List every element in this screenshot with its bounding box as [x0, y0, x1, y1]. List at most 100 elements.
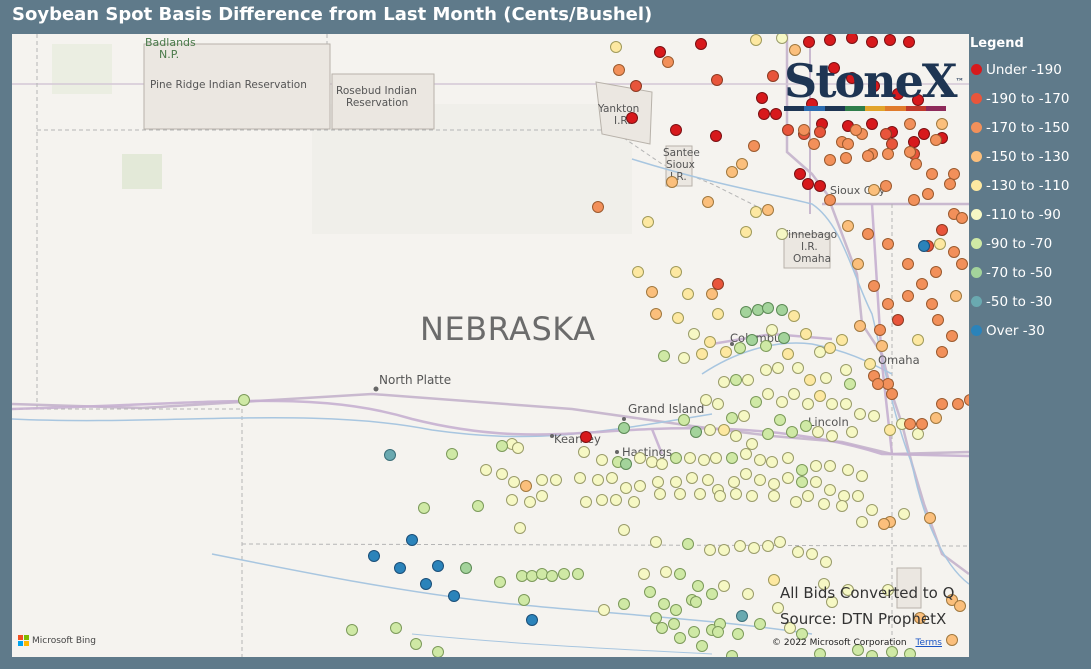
basis-point-marker[interactable] — [786, 426, 798, 438]
basis-point-marker[interactable] — [711, 74, 723, 86]
basis-point-marker[interactable] — [846, 72, 858, 84]
basis-point-marker[interactable] — [652, 476, 664, 488]
basis-point-marker[interactable] — [766, 456, 778, 468]
basis-point-marker[interactable] — [516, 570, 528, 582]
basis-point-marker[interactable] — [694, 488, 706, 500]
basis-point-marker[interactable] — [868, 184, 880, 196]
basis-point-marker[interactable] — [712, 308, 724, 320]
basis-point-marker[interactable] — [654, 488, 666, 500]
basis-point-marker[interactable] — [768, 574, 780, 586]
basis-point-marker[interactable] — [610, 494, 622, 506]
basis-point-marker[interactable] — [936, 398, 948, 410]
basis-point-marker[interactable] — [592, 474, 604, 486]
basis-point-marker[interactable] — [718, 376, 730, 388]
basis-point-marker[interactable] — [936, 346, 948, 358]
basis-point-marker[interactable] — [688, 626, 700, 638]
basis-point-marker[interactable] — [670, 266, 682, 278]
basis-point-marker[interactable] — [656, 622, 668, 634]
basis-point-marker[interactable] — [824, 484, 836, 496]
basis-point-marker[interactable] — [518, 594, 530, 606]
basis-point-marker[interactable] — [742, 588, 754, 600]
basis-point-marker[interactable] — [718, 580, 730, 592]
basis-point-marker[interactable] — [630, 80, 642, 92]
basis-point-marker[interactable] — [884, 34, 896, 46]
basis-point-marker[interactable] — [506, 494, 518, 506]
basis-point-marker[interactable] — [740, 226, 752, 238]
basis-point-marker[interactable] — [674, 488, 686, 500]
basis-point-marker[interactable] — [952, 398, 964, 410]
basis-point-marker[interactable] — [914, 612, 926, 624]
basis-point-marker[interactable] — [842, 220, 854, 232]
basis-point-marker[interactable] — [840, 364, 852, 376]
basis-point-marker[interactable] — [678, 352, 690, 364]
basis-point-marker[interactable] — [710, 130, 722, 142]
basis-point-marker[interactable] — [690, 596, 702, 608]
basis-point-marker[interactable] — [808, 138, 820, 150]
basis-point-marker[interactable] — [776, 304, 788, 316]
basis-point-marker[interactable] — [944, 178, 956, 190]
basis-point-marker[interactable] — [654, 46, 666, 58]
basis-point-marker[interactable] — [934, 238, 946, 250]
basis-point-marker[interactable] — [824, 154, 836, 166]
basis-point-marker[interactable] — [904, 118, 916, 130]
basis-point-marker[interactable] — [842, 584, 854, 596]
basis-point-marker[interactable] — [918, 240, 930, 252]
basis-point-marker[interactable] — [806, 548, 818, 560]
basis-point-marker[interactable] — [394, 562, 406, 574]
basis-point-marker[interactable] — [903, 36, 915, 48]
basis-point-marker[interactable] — [760, 340, 772, 352]
basis-point-marker[interactable] — [782, 124, 794, 136]
basis-point-marker[interactable] — [740, 468, 752, 480]
basis-point-marker[interactable] — [480, 464, 492, 476]
basis-point-marker[interactable] — [712, 278, 724, 290]
basis-point-marker[interactable] — [756, 92, 768, 104]
basis-point-marker[interactable] — [752, 304, 764, 316]
basis-point-marker[interactable] — [666, 176, 678, 188]
basis-point-marker[interactable] — [558, 568, 570, 580]
basis-point-marker[interactable] — [956, 212, 968, 224]
basis-point-marker[interactable] — [762, 204, 774, 216]
basis-point-marker[interactable] — [690, 426, 702, 438]
basis-point-marker[interactable] — [852, 644, 864, 656]
basis-point-marker[interactable] — [658, 598, 670, 610]
basis-point-marker[interactable] — [596, 454, 608, 466]
basis-point-marker[interactable] — [954, 600, 966, 612]
basis-point-marker[interactable] — [620, 482, 632, 494]
basis-point-marker[interactable] — [812, 426, 824, 438]
basis-point-marker[interactable] — [836, 334, 848, 346]
basis-point-marker[interactable] — [550, 474, 562, 486]
basis-point-marker[interactable] — [932, 314, 944, 326]
basis-point-marker[interactable] — [686, 472, 698, 484]
basis-point-marker[interactable] — [508, 476, 520, 488]
basis-point-marker[interactable] — [880, 128, 892, 140]
basis-point-marker[interactable] — [634, 480, 646, 492]
basis-point-marker[interactable] — [754, 474, 766, 486]
basis-point-marker[interactable] — [762, 540, 774, 552]
basis-point-marker[interactable] — [948, 168, 960, 180]
basis-point-marker[interactable] — [902, 290, 914, 302]
basis-point-marker[interactable] — [794, 168, 806, 180]
basis-point-marker[interactable] — [948, 246, 960, 258]
basis-point-marker[interactable] — [778, 332, 790, 344]
basis-point-marker[interactable] — [774, 536, 786, 548]
basis-point-marker[interactable] — [726, 412, 738, 424]
basis-point-marker[interactable] — [840, 152, 852, 164]
basis-point-marker[interactable] — [618, 598, 630, 610]
basis-point-marker[interactable] — [852, 258, 864, 270]
basis-point-marker[interactable] — [720, 346, 732, 358]
basis-point-marker[interactable] — [876, 340, 888, 352]
basis-point-marker[interactable] — [930, 134, 942, 146]
basis-point-marker[interactable] — [842, 138, 854, 150]
basis-point-marker[interactable] — [768, 490, 780, 502]
basis-point-marker[interactable] — [746, 490, 758, 502]
basis-point-marker[interactable] — [712, 626, 724, 638]
basis-point-marker[interactable] — [814, 180, 826, 192]
basis-point-marker[interactable] — [695, 38, 707, 50]
basis-point-marker[interactable] — [772, 362, 784, 374]
basis-point-marker[interactable] — [846, 34, 858, 44]
basis-point-marker[interactable] — [930, 412, 942, 424]
basis-point-marker[interactable] — [346, 624, 358, 636]
legend-item[interactable]: -50 to -30 — [970, 287, 1091, 316]
basis-point-marker[interactable] — [740, 306, 752, 318]
basis-point-marker[interactable] — [704, 424, 716, 436]
